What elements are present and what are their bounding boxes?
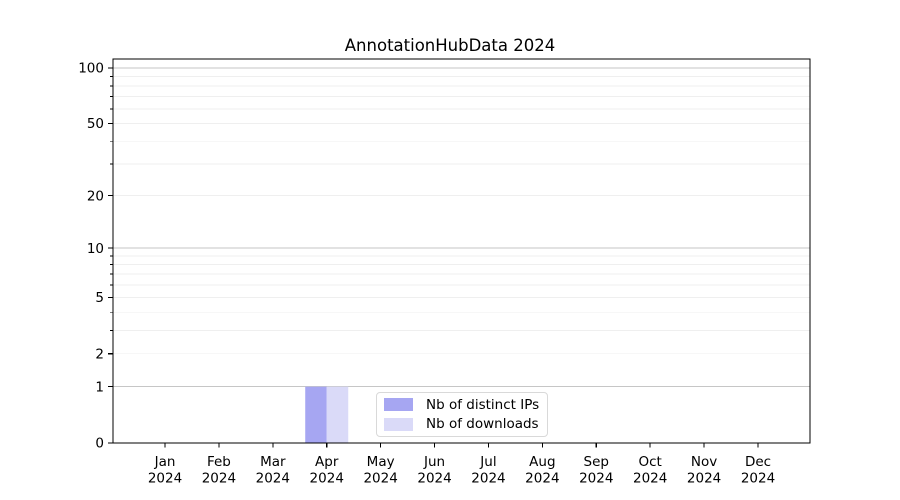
x-tick-label-year: 2024	[148, 471, 182, 487]
legend-swatch-downloads	[384, 417, 413, 431]
y-tick-label: 10	[87, 241, 104, 257]
x-tick-label-month: Nov	[691, 454, 717, 470]
y-tick-label: 100	[78, 61, 104, 77]
y-tick-label: 50	[87, 116, 104, 132]
x-tick-label-month: Dec	[745, 454, 771, 470]
x-tick-label-month: Feb	[207, 454, 231, 470]
y-tick-label: 20	[87, 188, 104, 204]
plot-border	[112, 58, 811, 444]
legend: Nb of distinct IPs Nb of downloads	[376, 392, 548, 437]
x-tick-label-year: 2024	[310, 471, 344, 487]
chart-title: AnnotationHubData 2024	[344, 36, 556, 55]
x-tick-label-month: Oct	[639, 454, 662, 470]
x-tick-label-year: 2024	[687, 471, 721, 487]
x-tick-label-year: 2024	[741, 471, 775, 487]
x-tick-label-year: 2024	[256, 471, 290, 487]
x-tick-label-month: Jul	[479, 454, 496, 470]
y-tick-label: 1	[95, 379, 104, 395]
x-tick-label-year: 2024	[579, 471, 613, 487]
legend-item-downloads: Nb of downloads	[377, 416, 547, 432]
legend-item-distinct-ips: Nb of distinct IPs	[377, 397, 547, 413]
x-tick-label-year: 2024	[525, 471, 559, 487]
x-tick-label-month: Mar	[260, 454, 286, 470]
x-tick-label-year: 2024	[202, 471, 236, 487]
x-tick-label-month: Jun	[423, 454, 445, 470]
x-tick-label-month: Sep	[584, 454, 609, 470]
x-tick-label-year: 2024	[363, 471, 397, 487]
bar-distinct-ips	[305, 386, 327, 443]
x-tick-label-year: 2024	[417, 471, 451, 487]
legend-swatch-distinct-ips	[384, 398, 413, 412]
y-tick-label: 0	[95, 436, 104, 452]
legend-label-distinct-ips: Nb of distinct IPs	[426, 396, 540, 413]
x-tick-label-month: Jan	[154, 454, 176, 470]
x-tick-label-year: 2024	[471, 471, 505, 487]
y-tick-label: 5	[95, 290, 104, 306]
x-tick-label-month: Aug	[529, 454, 555, 470]
bar-downloads	[326, 386, 349, 443]
x-tick-label-year: 2024	[633, 471, 667, 487]
x-tick-label-month: Apr	[315, 454, 339, 470]
x-tick-label-month: May	[367, 454, 395, 470]
y-tick-label: 2	[95, 346, 104, 362]
legend-label-downloads: Nb of downloads	[426, 416, 539, 433]
